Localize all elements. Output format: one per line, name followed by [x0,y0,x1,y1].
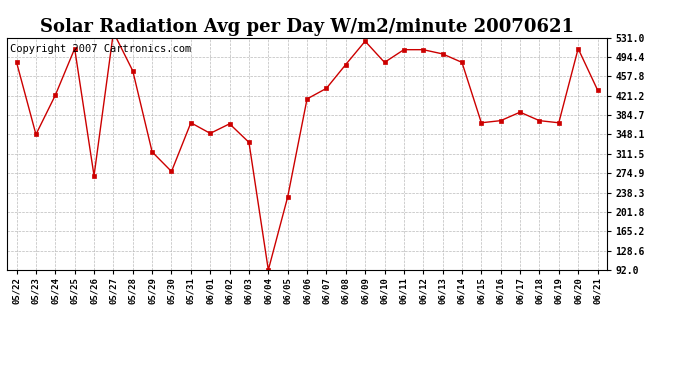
Title: Solar Radiation Avg per Day W/m2/minute 20070621: Solar Radiation Avg per Day W/m2/minute … [40,18,574,36]
Text: Copyright 2007 Cartronics.com: Copyright 2007 Cartronics.com [10,45,191,54]
